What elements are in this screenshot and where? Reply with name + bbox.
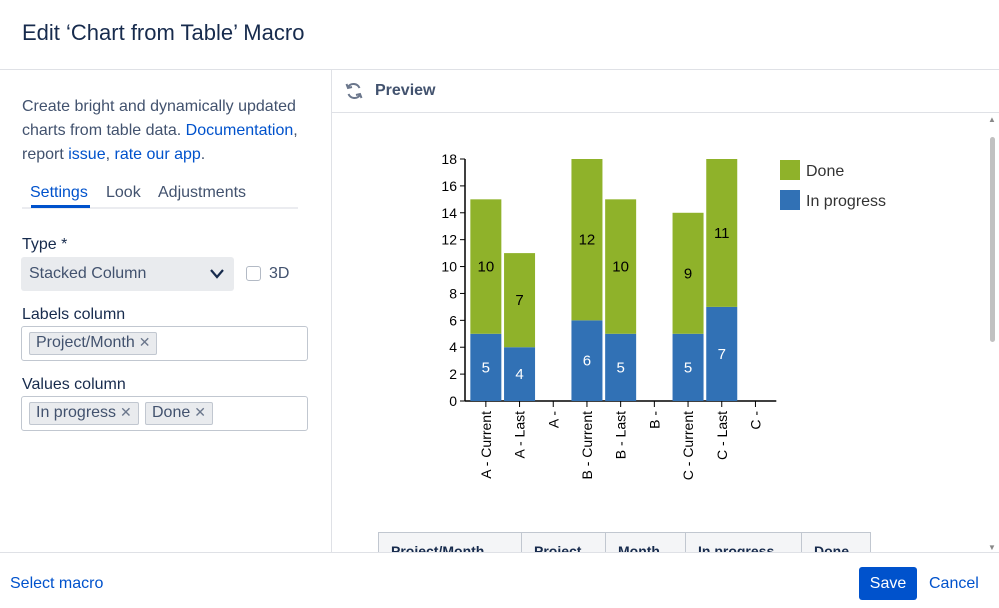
y-tick-label: 18 [441,151,457,167]
table-header-cell: Done [814,543,849,552]
dialog-footer: Select macro Save Cancel [0,552,999,608]
labels-column-input[interactable]: Project/Month ✕ [21,326,308,361]
active-tab-indicator [31,205,90,208]
type-label: Type * [22,236,68,253]
refresh-icon[interactable] [344,81,364,101]
tag-in-progress[interactable]: In progress ✕ [29,402,139,425]
tab-look[interactable]: Look [106,184,141,201]
x-tick-label: C - Current [680,411,696,480]
y-tick-label: 14 [441,205,457,221]
x-tick-label: C - Last [714,411,730,460]
data-label: 5 [482,359,490,376]
bar-done [672,212,704,334]
settings-tabs: Settings Look Adjustments [22,182,298,209]
values-column-label: Values column [22,376,126,393]
values-column-input[interactable]: In progress ✕ Done ✕ [21,396,308,431]
description: Create bright and dynamically updated ch… [22,98,298,163]
3d-label: 3D [269,265,290,282]
data-label: 5 [616,359,624,376]
bar-done [571,159,603,321]
chart-type-select[interactable]: Stacked Column [21,257,234,291]
y-tick-label: 0 [449,393,457,409]
x-tick-label: A - [545,411,561,428]
data-label: 4 [515,366,523,383]
x-tick-label: B - Current [579,411,595,480]
bar-in-progress [605,333,637,401]
tag-project-month[interactable]: Project/Month ✕ [29,332,158,355]
data-label: 9 [684,265,692,282]
scroll-down-icon[interactable]: ▼ [988,543,996,552]
x-tick-label: A - Current [478,411,494,479]
legend-label: Done [806,163,844,180]
data-label: 5 [684,359,692,376]
scroll-thumb[interactable] [990,137,995,342]
bar-done [470,199,502,334]
documentation-link[interactable]: Documentation [185,122,294,139]
x-tick-label: B - Last [613,411,629,459]
data-label: 10 [612,259,629,276]
preview-panel: Preview ▲ ▼ [332,70,999,552]
data-label: 7 [718,346,726,363]
select-macro-link[interactable]: Select macro [10,575,104,592]
bar-done [605,199,637,334]
labels-column-label: Labels column [22,306,126,323]
preview-title: Preview [375,82,436,99]
y-tick-label: 8 [449,285,457,301]
x-tick-label: B - [646,411,662,429]
table-header-cell: In progress [686,533,802,552]
settings-panel: Create bright and dynamically updated ch… [0,70,332,552]
x-tick-label: A - Last [512,411,528,459]
scroll-up-icon[interactable]: ▲ [988,115,996,124]
bar-done [504,253,536,348]
bar-in-progress [672,333,704,401]
tag-done[interactable]: Done ✕ [145,402,213,425]
save-button[interactable]: Save [859,567,917,600]
x-tick-label: C - [747,411,763,430]
preview-scrollbar[interactable]: ▲ ▼ [985,115,999,552]
bar-in-progress [571,320,603,401]
data-table: Project/Month Project Month In progress … [378,532,871,552]
tab-adjustments[interactable]: Adjustments [158,184,247,201]
data-label: 7 [515,292,523,309]
y-tick-label: 10 [441,259,457,275]
chevron-down-icon [210,269,224,279]
y-tick-label: 16 [441,178,457,194]
remove-icon[interactable]: ✕ [120,404,132,420]
bar-in-progress [504,347,536,401]
data-label: 11 [714,225,730,242]
bar-in-progress [470,333,502,401]
rate-app-link[interactable]: rate our app [114,146,201,163]
bar-in-progress [706,306,738,401]
table-header-cell: Project/Month [379,533,522,552]
preview-header: Preview [332,70,999,113]
tab-settings[interactable]: Settings [30,184,88,201]
dialog-title: Edit ‘Chart from Table’ Macro [22,20,305,45]
issue-link[interactable]: issue [68,146,106,163]
y-tick-label: 12 [441,232,457,248]
y-tick-label: 6 [449,312,457,328]
y-tick-label: 2 [449,366,457,382]
legend-label: In progress [806,193,886,210]
cancel-button[interactable]: Cancel [929,575,979,592]
legend-swatch [780,160,800,180]
bar-done [706,159,738,307]
dialog-header: Edit ‘Chart from Table’ Macro [0,0,999,70]
3d-checkbox[interactable] [246,266,261,281]
y-tick-label: 4 [449,339,457,355]
chart-type-value: Stacked Column [29,265,147,282]
data-label: 6 [583,353,591,370]
stacked-column-chart: 0 2 4 6 8 10 12 14 16 18 A - Current 5 10 A - Last 4 7 A… [441,151,886,480]
remove-icon[interactable]: ✕ [138,334,151,350]
data-label: 10 [478,259,495,276]
table-header-cell: Project [522,533,606,552]
legend-swatch [780,190,800,210]
data-label: 12 [579,232,596,249]
remove-icon[interactable]: ✕ [194,404,206,420]
table-header-cell: Month [606,533,686,552]
